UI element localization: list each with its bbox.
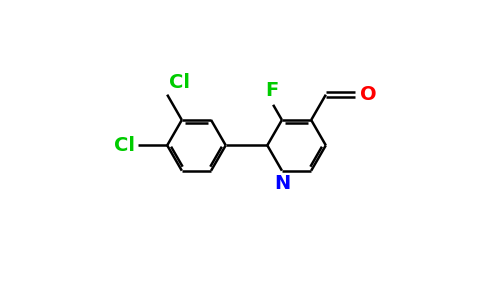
Text: F: F: [265, 81, 278, 100]
Text: O: O: [360, 85, 377, 104]
Text: Cl: Cl: [169, 73, 190, 92]
Text: Cl: Cl: [114, 136, 135, 155]
Text: N: N: [274, 174, 290, 193]
